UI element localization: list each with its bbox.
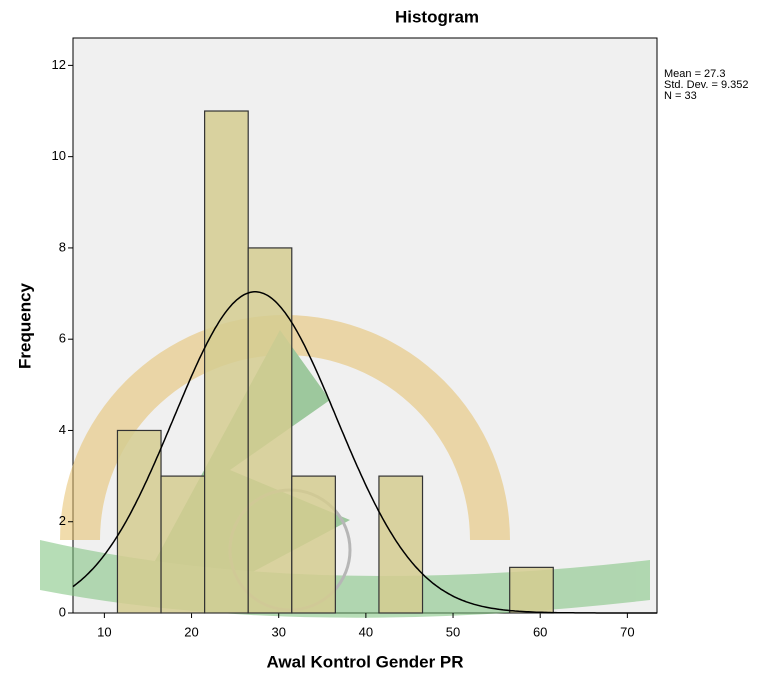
chart: Histogram Awal Kontrol Gender PR Frequen…	[0, 0, 783, 677]
bar	[248, 248, 292, 613]
bar	[379, 476, 423, 613]
bar	[205, 111, 249, 613]
x-tick-label: 60	[533, 624, 547, 639]
bar	[292, 476, 336, 613]
x-tick-label: 70	[620, 624, 634, 639]
y-tick-label: 8	[59, 239, 66, 254]
stats-label: N = 33	[664, 90, 697, 102]
bar	[117, 430, 161, 613]
x-axis-label: Awal Kontrol Gender PR	[266, 652, 463, 671]
y-tick-label: 0	[59, 604, 66, 619]
x-tick-label: 40	[359, 624, 373, 639]
y-tick-label: 2	[59, 513, 66, 528]
x-tick-label: 10	[97, 624, 111, 639]
x-tick-label: 50	[446, 624, 460, 639]
chart-title: Histogram	[395, 7, 479, 26]
y-tick-label: 12	[52, 57, 66, 72]
bar	[510, 567, 554, 613]
y-tick-label: 10	[52, 148, 66, 163]
bar	[161, 476, 205, 613]
y-tick-label: 6	[59, 331, 66, 346]
y-tick-label: 4	[59, 422, 66, 437]
x-tick-label: 20	[184, 624, 198, 639]
y-axis-label: Frequency	[15, 282, 34, 369]
x-tick-label: 30	[271, 624, 285, 639]
